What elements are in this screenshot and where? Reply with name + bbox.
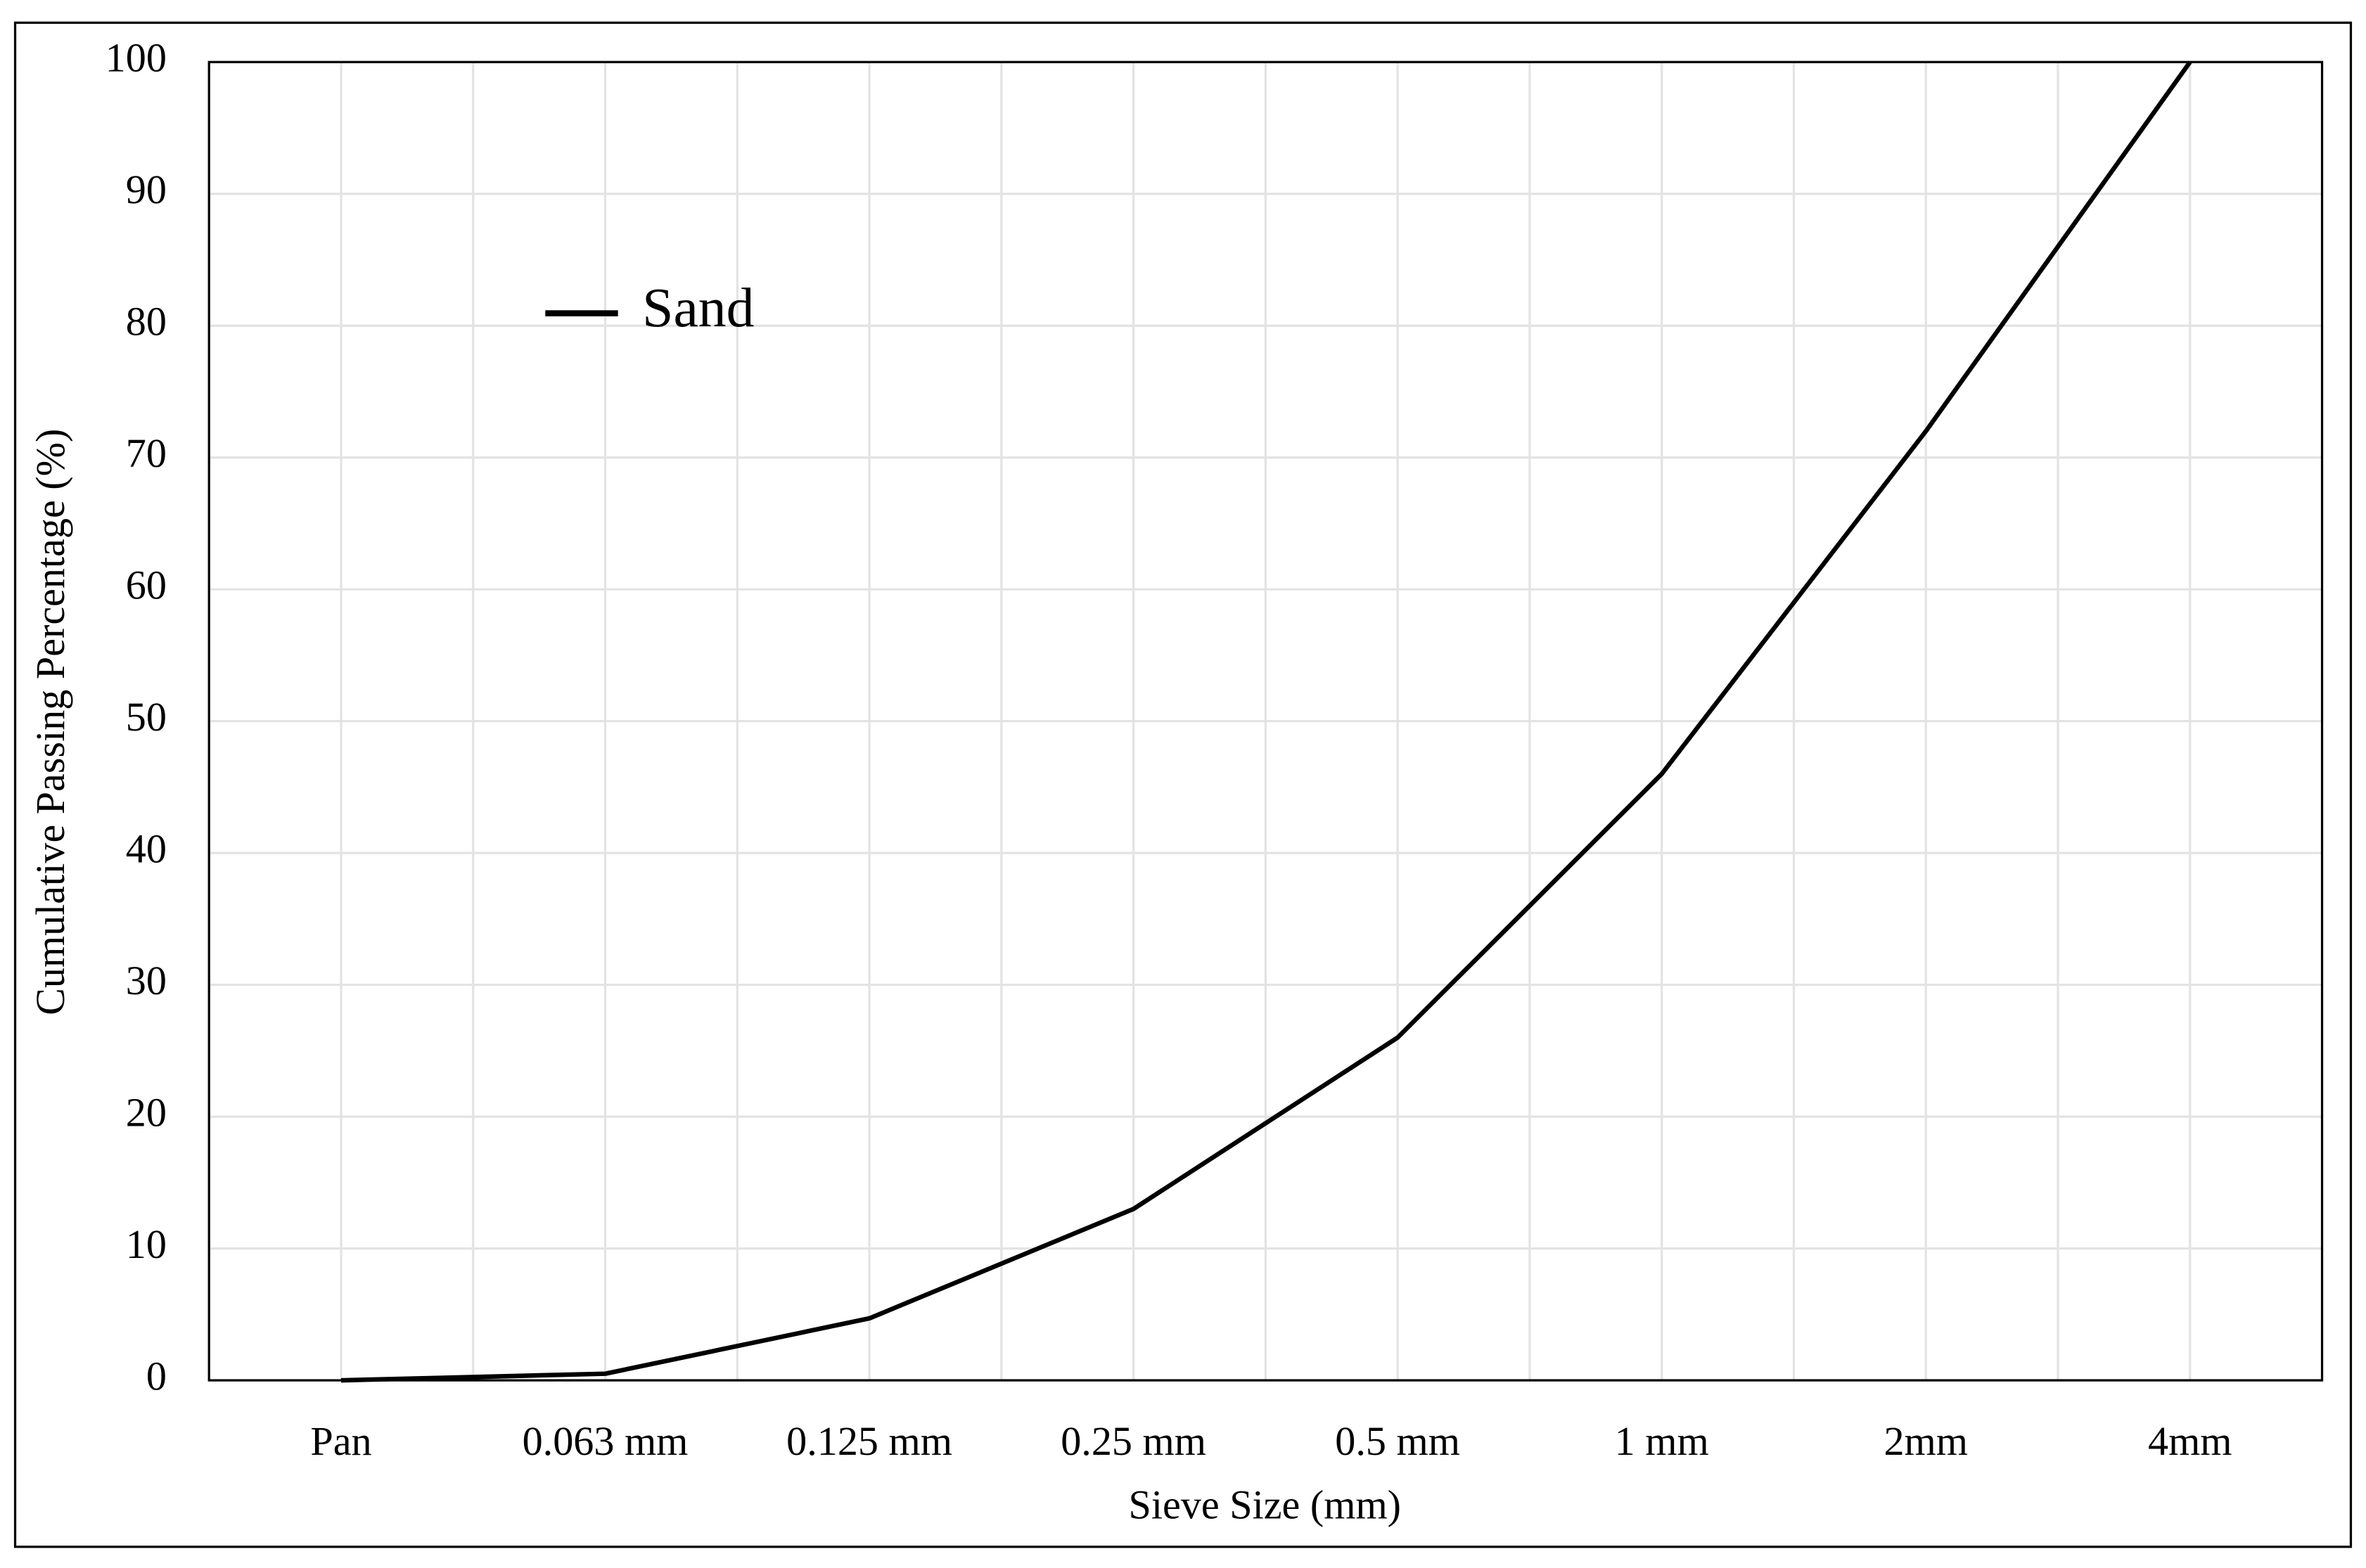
y-tick-label: 90 xyxy=(126,167,167,212)
x-tick-label: 0.063 mm xyxy=(523,1418,689,1464)
x-tick-label: 0.25 mm xyxy=(1061,1418,1206,1464)
y-tick-label: 100 xyxy=(105,35,167,81)
y-tick-label: 0 xyxy=(146,1353,167,1399)
x-tick-label: 1 mm xyxy=(1615,1418,1709,1464)
y-tick-label: 50 xyxy=(126,694,167,740)
x-tick-label: 0.125 mm xyxy=(786,1418,952,1464)
legend-label: Sand xyxy=(642,277,754,339)
x-tick-label: Pan xyxy=(310,1418,371,1464)
y-axis-title: Cumulative Passing Percentage (%) xyxy=(27,429,73,1015)
y-tick-label: 30 xyxy=(126,958,167,1003)
y-tick-label: 80 xyxy=(126,299,167,345)
y-tick-label: 70 xyxy=(126,430,167,476)
x-tick-label: 4mm xyxy=(2148,1418,2232,1464)
plot-border xyxy=(207,60,2324,1382)
chart-border xyxy=(13,21,2353,1548)
y-tick-label: 10 xyxy=(126,1221,167,1267)
x-tick-label: 2mm xyxy=(1884,1418,1968,1464)
y-tick-label: 60 xyxy=(126,563,167,608)
y-tick-label: 40 xyxy=(126,826,167,872)
y-tick-label: 20 xyxy=(126,1089,167,1135)
x-tick-label: 0.5 mm xyxy=(1335,1418,1460,1464)
x-axis-title: Sieve Size (mm) xyxy=(1129,1482,1402,1527)
data-line xyxy=(340,60,2192,1383)
